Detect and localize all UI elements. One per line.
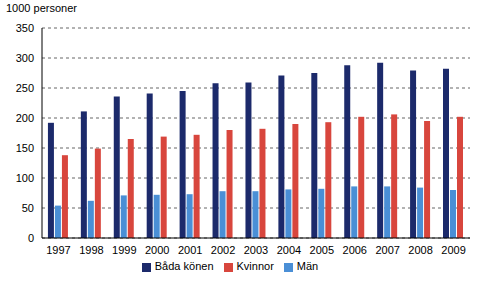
svg-text:2005: 2005 <box>310 244 334 256</box>
svg-text:0: 0 <box>28 232 34 244</box>
html-text:Kvinnor: Kvinnor <box>236 260 274 272</box>
svg-text:150: 150 <box>16 142 34 154</box>
svg-text:2000: 2000 <box>145 244 169 256</box>
svg-text:200: 200 <box>16 112 34 124</box>
svg-text:1997: 1997 <box>46 244 70 256</box>
svg-text:2009: 2009 <box>441 244 465 256</box>
svg-text:2003: 2003 <box>244 244 268 256</box>
svg-text:2008: 2008 <box>408 244 432 256</box>
svg-text:350: 350 <box>16 22 34 34</box>
svg-text:2002: 2002 <box>211 244 235 256</box>
svg-text:50: 50 <box>22 202 34 214</box>
html-text:Båda könen: Båda könen <box>154 260 214 272</box>
html-text:Män: Män <box>296 260 319 272</box>
svg-text:2001: 2001 <box>178 244 202 256</box>
svg-text:250: 250 <box>16 82 34 94</box>
svg-text:100: 100 <box>16 172 34 184</box>
svg-text:2007: 2007 <box>375 244 399 256</box>
svg-text:2004: 2004 <box>277 244 301 256</box>
svg-text:1998: 1998 <box>79 244 103 256</box>
svg-text:2006: 2006 <box>343 244 367 256</box>
svg-text:1999: 1999 <box>112 244 136 256</box>
html-text:1000 personer: 1000 personer <box>6 2 77 14</box>
svg-text:300: 300 <box>16 52 34 64</box>
